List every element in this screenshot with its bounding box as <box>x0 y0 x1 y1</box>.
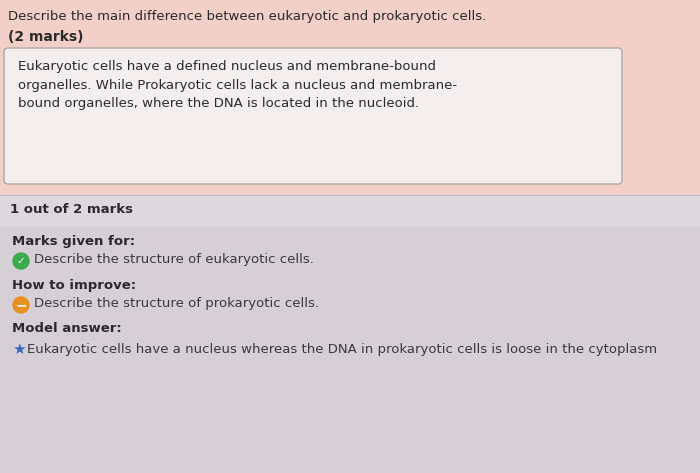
Text: Describe the main difference between eukaryotic and prokaryotic cells.: Describe the main difference between euk… <box>8 10 486 23</box>
Text: ✓: ✓ <box>17 256 25 266</box>
Text: ★: ★ <box>12 342 26 357</box>
Bar <box>0 227 700 473</box>
Text: Model answer:: Model answer: <box>12 322 122 335</box>
Text: Describe the structure of eukaryotic cells.: Describe the structure of eukaryotic cel… <box>34 253 314 266</box>
Text: Eukaryotic cells have a nucleus whereas the DNA in prokaryotic cells is loose in: Eukaryotic cells have a nucleus whereas … <box>27 343 657 356</box>
Text: Describe the structure of prokaryotic cells.: Describe the structure of prokaryotic ce… <box>34 297 319 310</box>
Circle shape <box>13 253 29 269</box>
Text: Eukaryotic cells have a defined nucleus and membrane-bound
organelles. While Pro: Eukaryotic cells have a defined nucleus … <box>18 60 457 110</box>
Text: How to improve:: How to improve: <box>12 279 136 292</box>
Text: 1 out of 2 marks: 1 out of 2 marks <box>10 203 133 216</box>
Circle shape <box>13 297 29 313</box>
FancyBboxPatch shape <box>4 48 622 184</box>
Text: −: − <box>15 298 27 312</box>
Text: (2 marks): (2 marks) <box>8 30 83 44</box>
Text: Marks given for:: Marks given for: <box>12 235 135 248</box>
Bar <box>0 195 700 473</box>
